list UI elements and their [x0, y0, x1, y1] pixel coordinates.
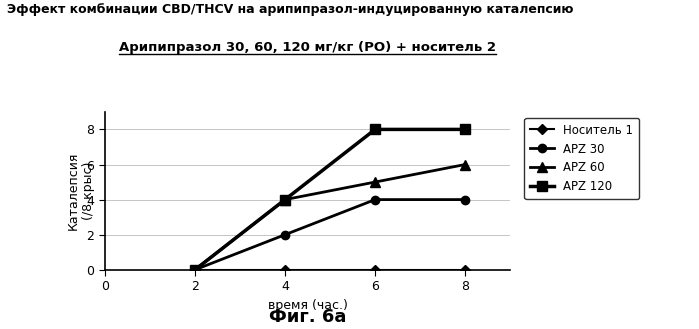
Text: Эффект комбинации CBD/THCV на арипипразол-индуцированную каталепсию: Эффект комбинации CBD/THCV на арипипразо… — [7, 3, 573, 16]
APZ 120 — [191, 268, 199, 272]
Line: APZ 30: APZ 30 — [191, 195, 470, 274]
APZ 60 — [461, 163, 470, 166]
Носитель 1 — [281, 268, 289, 272]
Text: Фиг. 6а: Фиг. 6а — [269, 308, 346, 326]
Legend: Носитель 1, APZ 30, APZ 60, APZ 120: Носитель 1, APZ 30, APZ 60, APZ 120 — [524, 118, 639, 199]
Line: Носитель 1: Носитель 1 — [192, 266, 469, 273]
Line: APZ 120: APZ 120 — [190, 125, 470, 275]
APZ 60 — [281, 198, 289, 202]
APZ 120 — [461, 127, 470, 131]
Y-axis label: Каталепсия
(/8 крыс): Каталепсия (/8 крыс) — [67, 152, 95, 230]
APZ 60 — [191, 268, 199, 272]
Line: APZ 60: APZ 60 — [190, 160, 470, 275]
APZ 60 — [371, 180, 380, 184]
X-axis label: время (час.): время (час.) — [268, 299, 347, 312]
Носитель 1 — [461, 268, 470, 272]
APZ 30 — [371, 198, 380, 202]
APZ 120 — [281, 198, 289, 202]
Носитель 1 — [191, 268, 199, 272]
APZ 30 — [281, 233, 289, 237]
APZ 30 — [461, 198, 470, 202]
Text: Арипипразол 30, 60, 120 мг/кг (РО) + носитель 2: Арипипразол 30, 60, 120 мг/кг (РО) + нос… — [119, 41, 496, 54]
APZ 30 — [191, 268, 199, 272]
APZ 120 — [371, 127, 380, 131]
Носитель 1 — [371, 268, 380, 272]
